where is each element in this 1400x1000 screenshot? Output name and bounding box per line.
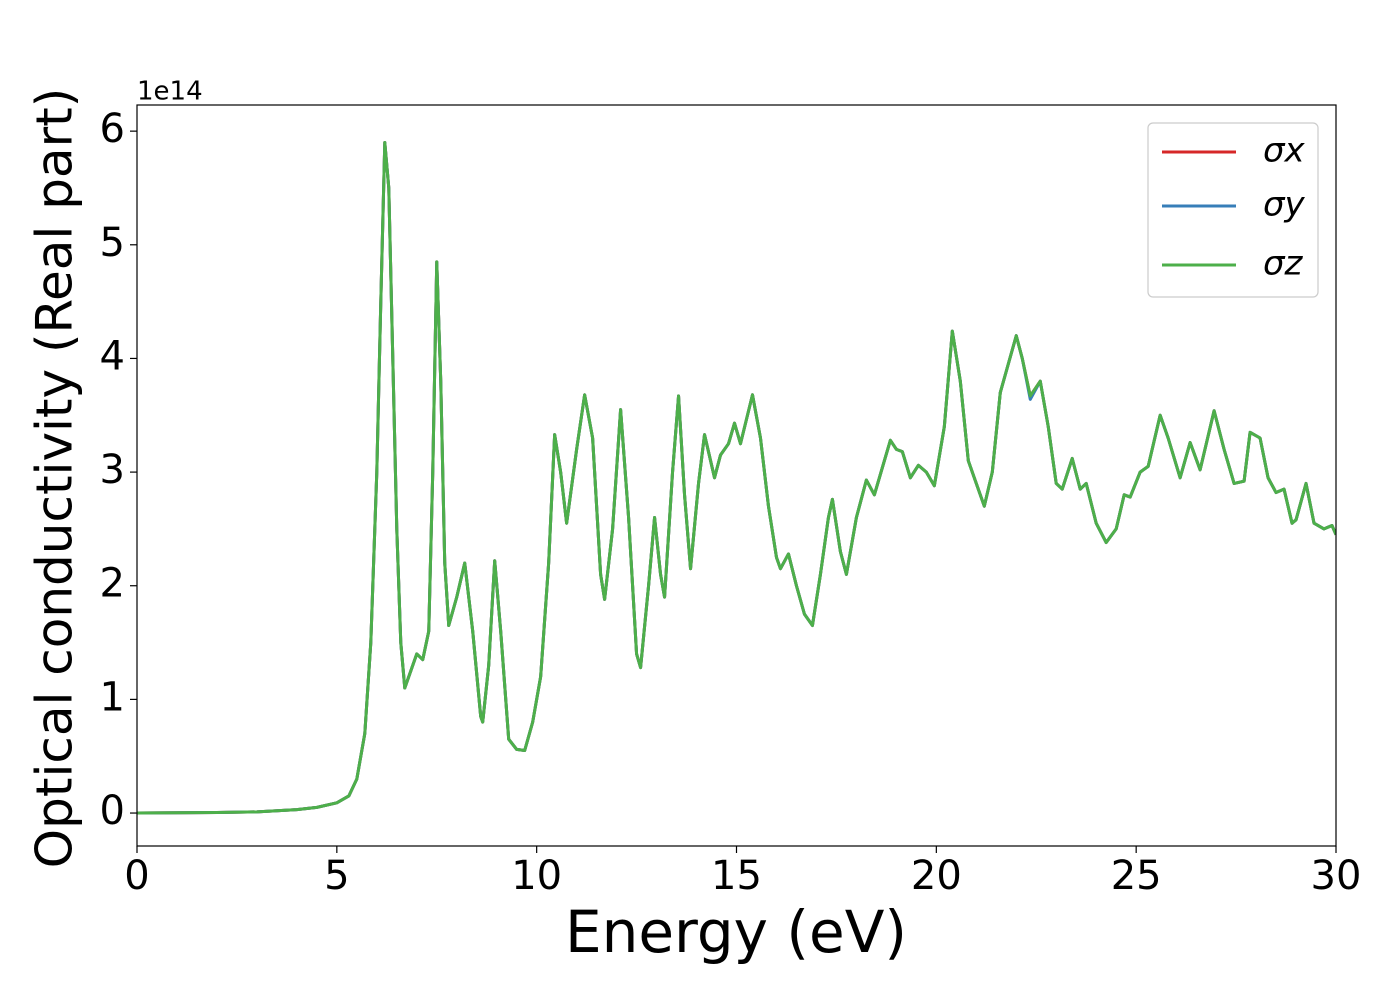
x-tick-label: 15 — [711, 853, 762, 899]
legend-label: σz — [1263, 244, 1304, 284]
plot-frame — [136, 104, 1337, 847]
x-tick-label: 5 — [324, 853, 349, 899]
legend-box — [1147, 122, 1319, 298]
y-axis-label: Optical conductivity (Real part) — [26, 88, 84, 869]
x-tick-label: 20 — [911, 853, 962, 899]
x-tick-label: 30 — [1311, 853, 1362, 899]
y-tick-label: 6 — [100, 106, 125, 152]
y-tick-label: 0 — [100, 788, 125, 834]
y-tick-label: 5 — [100, 220, 125, 266]
legend-label: σy — [1263, 185, 1306, 225]
y-tick-label: 3 — [100, 447, 125, 493]
x-tick-label: 10 — [511, 853, 562, 899]
y-tick-label: 1 — [100, 674, 125, 720]
legend-label: σx — [1263, 131, 1306, 171]
y-tick-label: 4 — [100, 333, 125, 379]
series-line — [137, 141, 1336, 815]
y-tick-label: 2 — [100, 561, 125, 607]
y-offset-label: 1e14 — [137, 77, 203, 107]
x-tick-label: 0 — [124, 853, 149, 899]
x-axis-label: Energy (eV) — [565, 898, 907, 966]
x-tick-label: 25 — [1111, 853, 1162, 899]
